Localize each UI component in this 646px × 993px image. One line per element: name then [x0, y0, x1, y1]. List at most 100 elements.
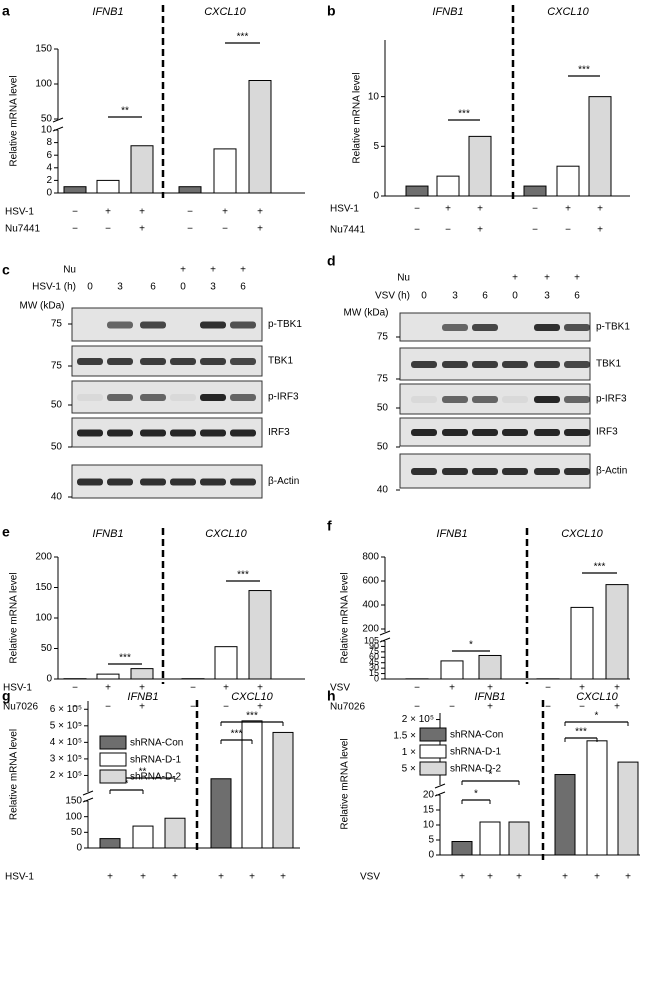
mw-label: 75 — [377, 332, 389, 343]
mw-label: 50 — [51, 442, 63, 453]
mw-label: 75 — [51, 319, 63, 330]
blot-band — [472, 324, 498, 331]
y-tick-label: 45 — [369, 657, 379, 667]
blot-band — [140, 478, 166, 486]
y-axis-label: Relative mRNA level — [9, 729, 20, 820]
lane-label: 3 — [544, 291, 550, 302]
y-tick-label: 200 — [362, 624, 379, 635]
protein-label: IRF3 — [268, 427, 290, 438]
blot-band — [77, 429, 103, 437]
y-tick-label: 100 — [35, 613, 52, 624]
panel-label: d — [327, 253, 336, 269]
condition-mark: − — [187, 207, 193, 218]
condition-mark: + — [139, 224, 145, 235]
lane-label: 3 — [210, 282, 216, 293]
condition-mark: + — [562, 872, 568, 883]
lane-label: + — [574, 273, 580, 284]
blot-band — [502, 361, 528, 368]
y-tick-label: 30 — [369, 663, 379, 673]
condition-mark: + — [449, 683, 455, 694]
blot-band — [230, 478, 256, 486]
bar — [272, 731, 294, 849]
y-tick-label: 400 — [362, 600, 379, 611]
panel-label: h — [327, 688, 336, 704]
bar — [213, 148, 237, 194]
significance-label: *** — [237, 570, 249, 581]
y-tick-label: 6 — [46, 150, 52, 161]
condition-mark: + — [280, 872, 286, 883]
blot-band — [564, 429, 590, 436]
blot-band — [230, 394, 256, 401]
blot-band — [564, 324, 590, 331]
significance-label: * — [125, 779, 129, 790]
condition-mark: − — [72, 207, 78, 218]
legend-label: shRNA-D-1 — [130, 755, 182, 766]
condition-mark: + — [614, 683, 620, 694]
y-tick-label: 150 — [65, 796, 82, 807]
lane-label: 6 — [240, 282, 246, 293]
condition-mark: + — [222, 207, 228, 218]
condition-mark: + — [565, 204, 571, 215]
bar — [451, 841, 473, 856]
y-tick-label: 50 — [71, 827, 83, 838]
gene-label: IFNB1 — [92, 6, 123, 18]
y-tick-label: 5 — [373, 141, 379, 152]
lane-label: + — [512, 273, 518, 284]
lane-label: 0 — [180, 282, 186, 293]
y-tick-label: 10 — [423, 820, 435, 831]
bar — [164, 817, 186, 849]
blot-band — [170, 429, 196, 437]
condition-mark: − — [414, 204, 420, 215]
lane-label: + — [180, 265, 186, 276]
condition-mark: + — [139, 683, 145, 694]
condition-mark: + — [257, 207, 263, 218]
treatment-label: Nu — [63, 265, 76, 276]
condition-label: Nu7026 — [3, 702, 38, 713]
y-tick-label: 150 — [35, 582, 52, 593]
condition-label: VSV — [360, 872, 380, 883]
bar — [478, 654, 502, 680]
y-tick-label: 100 — [65, 811, 82, 822]
bar — [130, 668, 154, 680]
condition-mark: − — [187, 224, 193, 235]
bar — [605, 584, 629, 680]
y-tick-label: 90 — [369, 641, 379, 651]
y-tick-label: 105 — [364, 635, 379, 645]
bar — [178, 186, 202, 194]
gene-label: CXCL10 — [231, 691, 273, 703]
condition-mark: + — [594, 872, 600, 883]
y-tick-label: 4 × 10⁵ — [50, 737, 82, 748]
y-tick-label: 5 × 10⁴ — [402, 763, 434, 774]
condition-mark: − — [190, 683, 196, 694]
significance-label: ** — [121, 106, 129, 117]
blot-band — [140, 321, 166, 329]
blot-band — [200, 429, 226, 437]
condition-mark: + — [249, 872, 255, 883]
condition-label: HSV-1 — [330, 204, 359, 215]
legend-swatch — [419, 744, 447, 759]
axis-break — [82, 797, 94, 803]
gene-label: CXCL10 — [576, 691, 618, 703]
y-axis-label: Relative mRNA level — [340, 738, 351, 829]
lane-label: 3 — [452, 291, 458, 302]
blot-band — [472, 468, 498, 475]
bar — [241, 720, 263, 849]
significance-label: *** — [237, 32, 249, 43]
protein-label: IRF3 — [596, 427, 618, 438]
y-tick-label: 5 × 10⁵ — [50, 720, 82, 731]
condition-mark: + — [223, 683, 229, 694]
mw-label: 50 — [51, 400, 63, 411]
condition-mark: + — [487, 872, 493, 883]
axis-break — [82, 790, 94, 796]
legend-label: shRNA-D-2 — [130, 772, 182, 783]
condition-mark: − — [72, 224, 78, 235]
significance-label: * — [469, 640, 473, 651]
blot-band — [534, 429, 560, 436]
bar — [130, 145, 154, 194]
condition-mark: − — [449, 702, 455, 713]
mw-label: 40 — [51, 492, 63, 503]
condition-label: HSV-1 — [3, 683, 32, 694]
condition-mark: − — [72, 683, 78, 694]
significance-label: *** — [246, 711, 258, 722]
